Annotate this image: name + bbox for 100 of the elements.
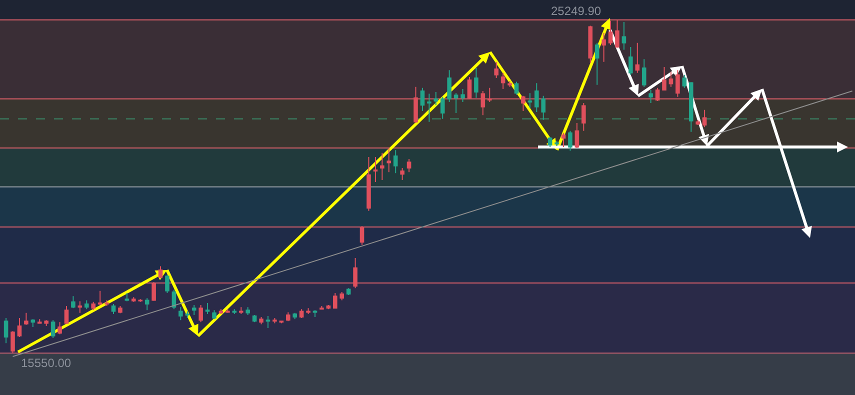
candlestick [104,300,109,307]
candlestick [299,308,304,319]
candlestick [64,306,69,324]
candlestick [574,122,580,149]
candlestick [561,132,566,148]
candlestick [98,290,102,306]
candlestick [568,130,572,152]
candlestick [393,150,398,174]
candlestick [508,80,512,88]
candlestick [467,76,472,100]
candlestick [682,74,687,88]
annotation: 15550.00 [21,356,72,370]
candlestick [118,306,122,314]
candlestick [212,310,216,320]
candlestick [454,92,458,114]
candlestick [622,21,626,50]
candlestick [440,96,445,120]
candlestick [434,92,438,106]
candlestick [4,318,8,344]
candlestick [10,330,15,354]
candlestick [386,148,392,173]
candlestick [50,320,56,338]
candlestick [91,301,96,311]
candlestick [414,86,418,124]
candlestick [662,66,666,91]
candlestick [272,318,277,324]
candlestick [178,306,183,321]
candlestick [232,308,237,314]
candlestick [474,68,478,98]
candlestick [346,288,351,296]
candlestick [487,87,492,103]
candlestick [124,292,130,302]
candlestick [608,20,613,46]
candlestick [360,226,364,246]
candlestick [320,306,324,310]
candlestick [353,257,358,289]
candlestick [615,19,620,48]
candlestick [84,300,89,310]
candlestick [286,312,290,322]
candlestick [37,318,42,324]
candlestick [588,25,593,64]
candlestick [312,310,318,318]
candlestick [648,89,653,104]
candlestick [534,82,539,112]
candlestick [420,87,425,112]
candlestick [306,308,310,314]
candlestick [541,95,546,120]
candlestick [185,310,190,319]
candlestick [17,318,22,338]
candlestick [655,87,660,102]
candlestick [138,298,143,302]
candlestick [238,306,244,314]
candlestick [144,298,150,311]
candlestick [218,308,224,314]
candlestick [226,308,230,314]
candlestick [259,316,264,325]
candlestick [702,109,707,128]
candlestick [602,32,606,62]
candlestick [676,70,680,98]
candlestick [582,102,586,132]
candlestick [111,303,116,314]
candlestick [132,296,136,302]
candlestick [427,93,432,122]
candlestick [635,42,640,74]
candlestick [494,62,498,78]
candlestick [373,156,378,183]
candlestick [668,71,674,88]
candlestick [158,266,163,279]
candlestick [205,302,210,314]
candlestick [642,58,646,88]
candlestick [58,322,62,335]
candlestick [528,92,532,108]
candlestick [628,46,633,76]
candlestick [447,70,452,103]
candlestick [480,90,486,116]
candlestick [333,292,338,309]
candlestick [30,318,36,328]
candlestick [44,320,48,326]
candlestick [266,316,270,329]
candlestick [165,274,170,294]
candlestick [500,72,506,90]
candlestick [246,306,250,316]
candlestick [521,95,526,112]
candlestick [594,42,600,86]
candlestick [78,300,82,314]
candlestick [292,312,297,320]
candlestick [380,152,384,180]
candlestick [514,81,519,96]
candlestick [152,282,156,302]
candlestick [688,82,694,132]
candlestick [406,158,412,173]
annotation: 25249.90 [551,4,602,18]
candlestick [366,156,371,212]
candlestick [554,140,559,146]
candlestick [548,136,552,148]
candlestick [696,119,700,126]
candlestick [192,304,196,316]
candlestick [400,167,404,180]
candlestick [24,312,28,326]
candlestick [198,304,203,323]
